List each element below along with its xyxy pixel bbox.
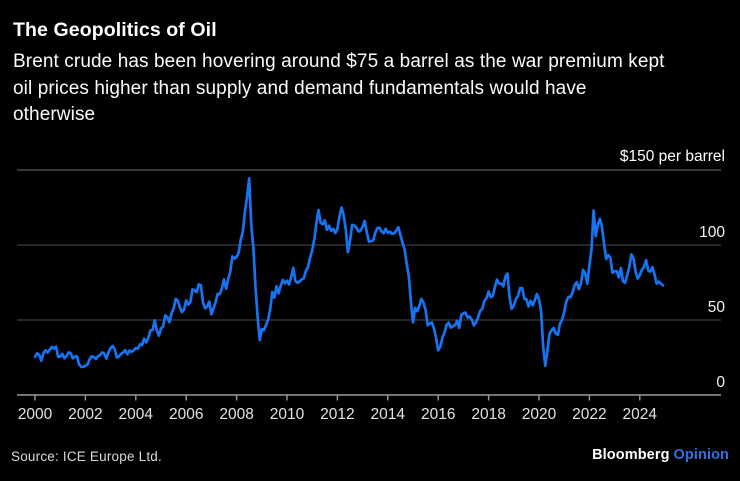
y-axis-top-label: $150 per barrel	[620, 148, 725, 165]
chart-subtitle: Brent crude has been hovering around $75…	[13, 49, 703, 129]
x-tick-label-2020: 2020	[522, 406, 557, 423]
chart-subtitle-line-3: otherwise	[13, 104, 96, 125]
x-tick-label-2022: 2022	[572, 406, 606, 423]
x-tick-label-2010: 2010	[270, 406, 305, 423]
x-tick-label-2014: 2014	[371, 406, 406, 423]
bloomberg-wordmark: Bloomberg	[592, 447, 670, 463]
y-tick-label-50: 50	[708, 299, 726, 316]
opinion-wordmark: Opinion	[673, 447, 729, 463]
chart-subtitle-line-1: Brent crude has been hovering around $75…	[13, 51, 665, 72]
x-tick-label-2016: 2016	[421, 406, 455, 423]
chart-subtitle-line-2: oil prices higher than supply and demand…	[13, 77, 587, 99]
x-tick-label-2002: 2002	[68, 406, 102, 423]
x-tick-label-2004: 2004	[119, 406, 154, 423]
brent-price-line	[33, 176, 665, 369]
chart-title: The Geopolitics of Oil	[13, 19, 217, 41]
chart-header: The Geopolitics of Oil Brent crude has b…	[13, 19, 703, 129]
x-tick-label-2000: 2000	[18, 406, 53, 423]
y-tick-label-100: 100	[699, 224, 725, 241]
x-tick-label-2008: 2008	[219, 406, 253, 423]
y-tick-label-0: 0	[716, 374, 725, 391]
source-note: Source: ICE Europe Ltd.	[11, 449, 162, 464]
x-tick-label-2024: 2024	[623, 406, 658, 423]
x-tick-label-2012: 2012	[320, 406, 354, 423]
bloomberg-opinion-logo: Bloomberg Opinion	[592, 447, 729, 463]
x-tick-label-2018: 2018	[471, 406, 505, 423]
x-tick-label-2006: 2006	[169, 406, 203, 423]
